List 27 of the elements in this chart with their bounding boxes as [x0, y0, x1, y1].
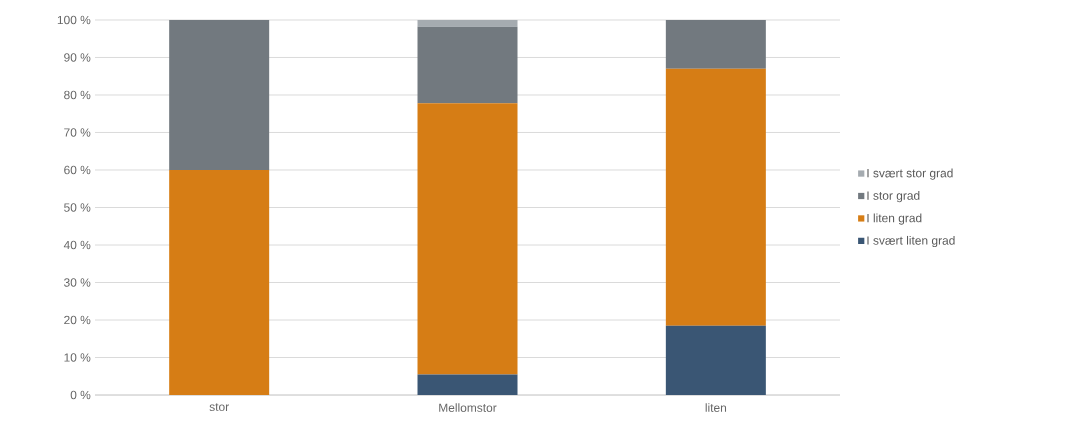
legend-label: I svært liten grad — [867, 235, 955, 248]
bar — [417, 26, 518, 104]
y-tick-label: 50 % — [64, 203, 91, 212]
legend-label: I liten grad — [867, 213, 922, 225]
y-tick-label: 100 % — [57, 15, 91, 25]
y-tick-label: 10 % — [64, 353, 91, 362]
bar — [665, 325, 766, 395]
bar — [417, 374, 518, 395]
y-tick-label: 60 % — [64, 165, 91, 175]
y-tick-label: 90 % — [64, 53, 91, 62]
bar — [169, 170, 270, 395]
bar — [417, 20, 518, 27]
y-tick-label: 30 % — [64, 278, 91, 287]
y-tick-label: 0 % — [70, 390, 91, 400]
bar — [665, 20, 766, 69]
x-tick-label: stor — [209, 403, 229, 412]
y-tick-label: 70 % — [64, 128, 91, 137]
bar — [417, 103, 518, 375]
bar — [169, 20, 270, 170]
bar — [665, 68, 766, 326]
legend-label: I svært stor grad — [867, 168, 953, 180]
y-tick-label: 40 % — [63, 240, 91, 250]
x-tick-label: Mellomstor — [439, 403, 497, 412]
x-tick-label: liten — [705, 403, 727, 412]
y-tick-label: 20 % — [64, 315, 91, 325]
y-tick-label: 80 % — [64, 90, 91, 100]
legend-label: I stor grad — [867, 191, 920, 203]
